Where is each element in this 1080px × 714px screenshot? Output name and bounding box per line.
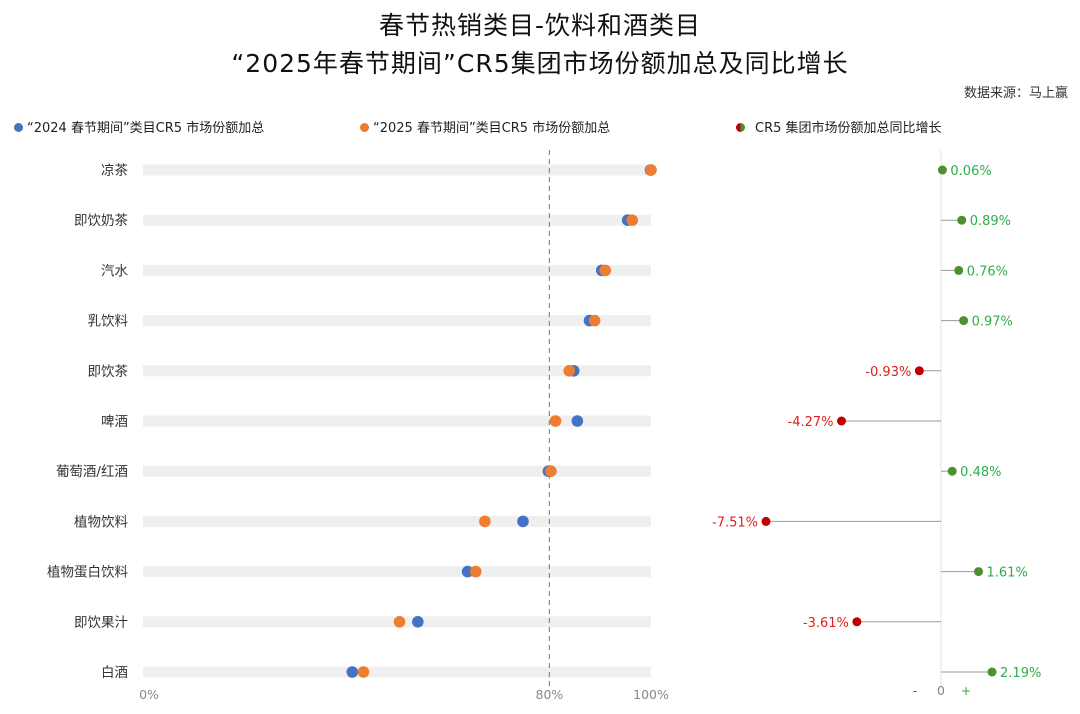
point-2024 [461, 565, 474, 578]
point-2025 [469, 565, 482, 578]
legend-label-growth: CR5 集团市场份额加总同比增长 [755, 121, 942, 136]
chart-title-line2: “2025年春节期间”CR5集团市场份额加总及同比增长 [231, 49, 849, 78]
x-tick-label: 80% [536, 687, 564, 702]
category-label: 即饮奶茶 [74, 213, 128, 229]
growth-label: -3.61% [803, 616, 849, 631]
track-bar [143, 214, 651, 226]
point-2025 [545, 465, 557, 478]
category-label: 即饮茶 [88, 364, 129, 380]
growth-axis-minus: - [913, 683, 918, 698]
growth-point [837, 416, 847, 426]
point-2025 [626, 214, 639, 226]
growth-axis-zero: 0 [937, 683, 945, 698]
category-label: 乳饮料 [88, 314, 129, 330]
track-bar [143, 666, 651, 678]
growth-label: -4.27% [788, 415, 834, 430]
growth-label: 0.06% [950, 164, 991, 179]
growth-label: 0.89% [970, 214, 1011, 229]
growth-point [761, 516, 771, 526]
track-bar [143, 566, 651, 578]
legend-dot-2025 [360, 123, 369, 132]
point-2025 [588, 314, 601, 327]
point-2025 [599, 264, 612, 277]
growth-label: 1.61% [987, 566, 1028, 581]
category-label: 植物蛋白饮料 [47, 565, 128, 581]
legend-item-2025: “2025 春节期间”类目CR5 市场份额加总 [360, 117, 610, 136]
growth-label: -7.51% [712, 515, 758, 530]
track-bar [143, 264, 651, 276]
growth-point [959, 316, 969, 326]
point-2024 [346, 666, 359, 678]
growth-point [987, 667, 997, 677]
point-2025 [357, 666, 370, 678]
growth-point [937, 165, 947, 175]
growth-label: 0.48% [960, 465, 1001, 480]
category-label: 植物饮料 [74, 514, 128, 530]
category-label: 即饮果汁 [74, 615, 128, 631]
point-2024 [571, 415, 584, 427]
growth-label: -0.93% [865, 365, 911, 380]
x-tick-label: 100% [633, 687, 669, 702]
track-bar [143, 465, 651, 477]
track-bar [143, 515, 651, 527]
x-tick-label: 0% [139, 687, 159, 702]
category-label: 啤酒 [101, 414, 128, 430]
point-2025 [549, 415, 562, 427]
growth-point [852, 617, 862, 627]
growth-label: 2.19% [1000, 666, 1041, 681]
legend-item-2024: “2024 春节期间”类目CR5 市场份额加总 [14, 117, 264, 136]
point-2025 [563, 365, 576, 377]
growth-point [947, 466, 957, 476]
category-label: 葡萄酒/红酒 [56, 464, 128, 480]
track-bar [143, 315, 651, 327]
point-2024 [517, 515, 529, 528]
point-2025 [393, 616, 406, 628]
point-2024 [412, 616, 424, 628]
point-2025 [479, 515, 491, 528]
legend-label-2025: “2025 春节期间”类目CR5 市场份额加总 [373, 121, 611, 136]
category-label: 凉茶 [101, 163, 128, 179]
growth-point [957, 215, 967, 225]
growth-axis-plus: + [961, 683, 971, 698]
legend-item-growth: CR5 集团市场份额加总同比增长 [736, 117, 942, 136]
growth-label: 0.76% [967, 264, 1008, 279]
category-label: 白酒 [101, 665, 128, 681]
point-2025 [645, 164, 657, 176]
growth-point [954, 265, 964, 275]
track-bar [143, 365, 651, 377]
data-source: 数据来源：马上赢 [963, 86, 1068, 101]
category-label: 汽水 [101, 263, 128, 279]
growth-point [914, 366, 924, 376]
legend-dot-2024 [14, 123, 23, 132]
track-bar [143, 164, 651, 176]
legend-label-2024: “2024 春节期间”类目CR5 市场份额加总 [27, 121, 265, 136]
growth-label: 0.97% [972, 315, 1013, 330]
track-bar [143, 415, 651, 427]
legend-dot-growth [736, 123, 745, 132]
growth-point [974, 567, 984, 577]
chart-title-line1: 春节热销类目-饮料和酒类目 [378, 11, 702, 40]
